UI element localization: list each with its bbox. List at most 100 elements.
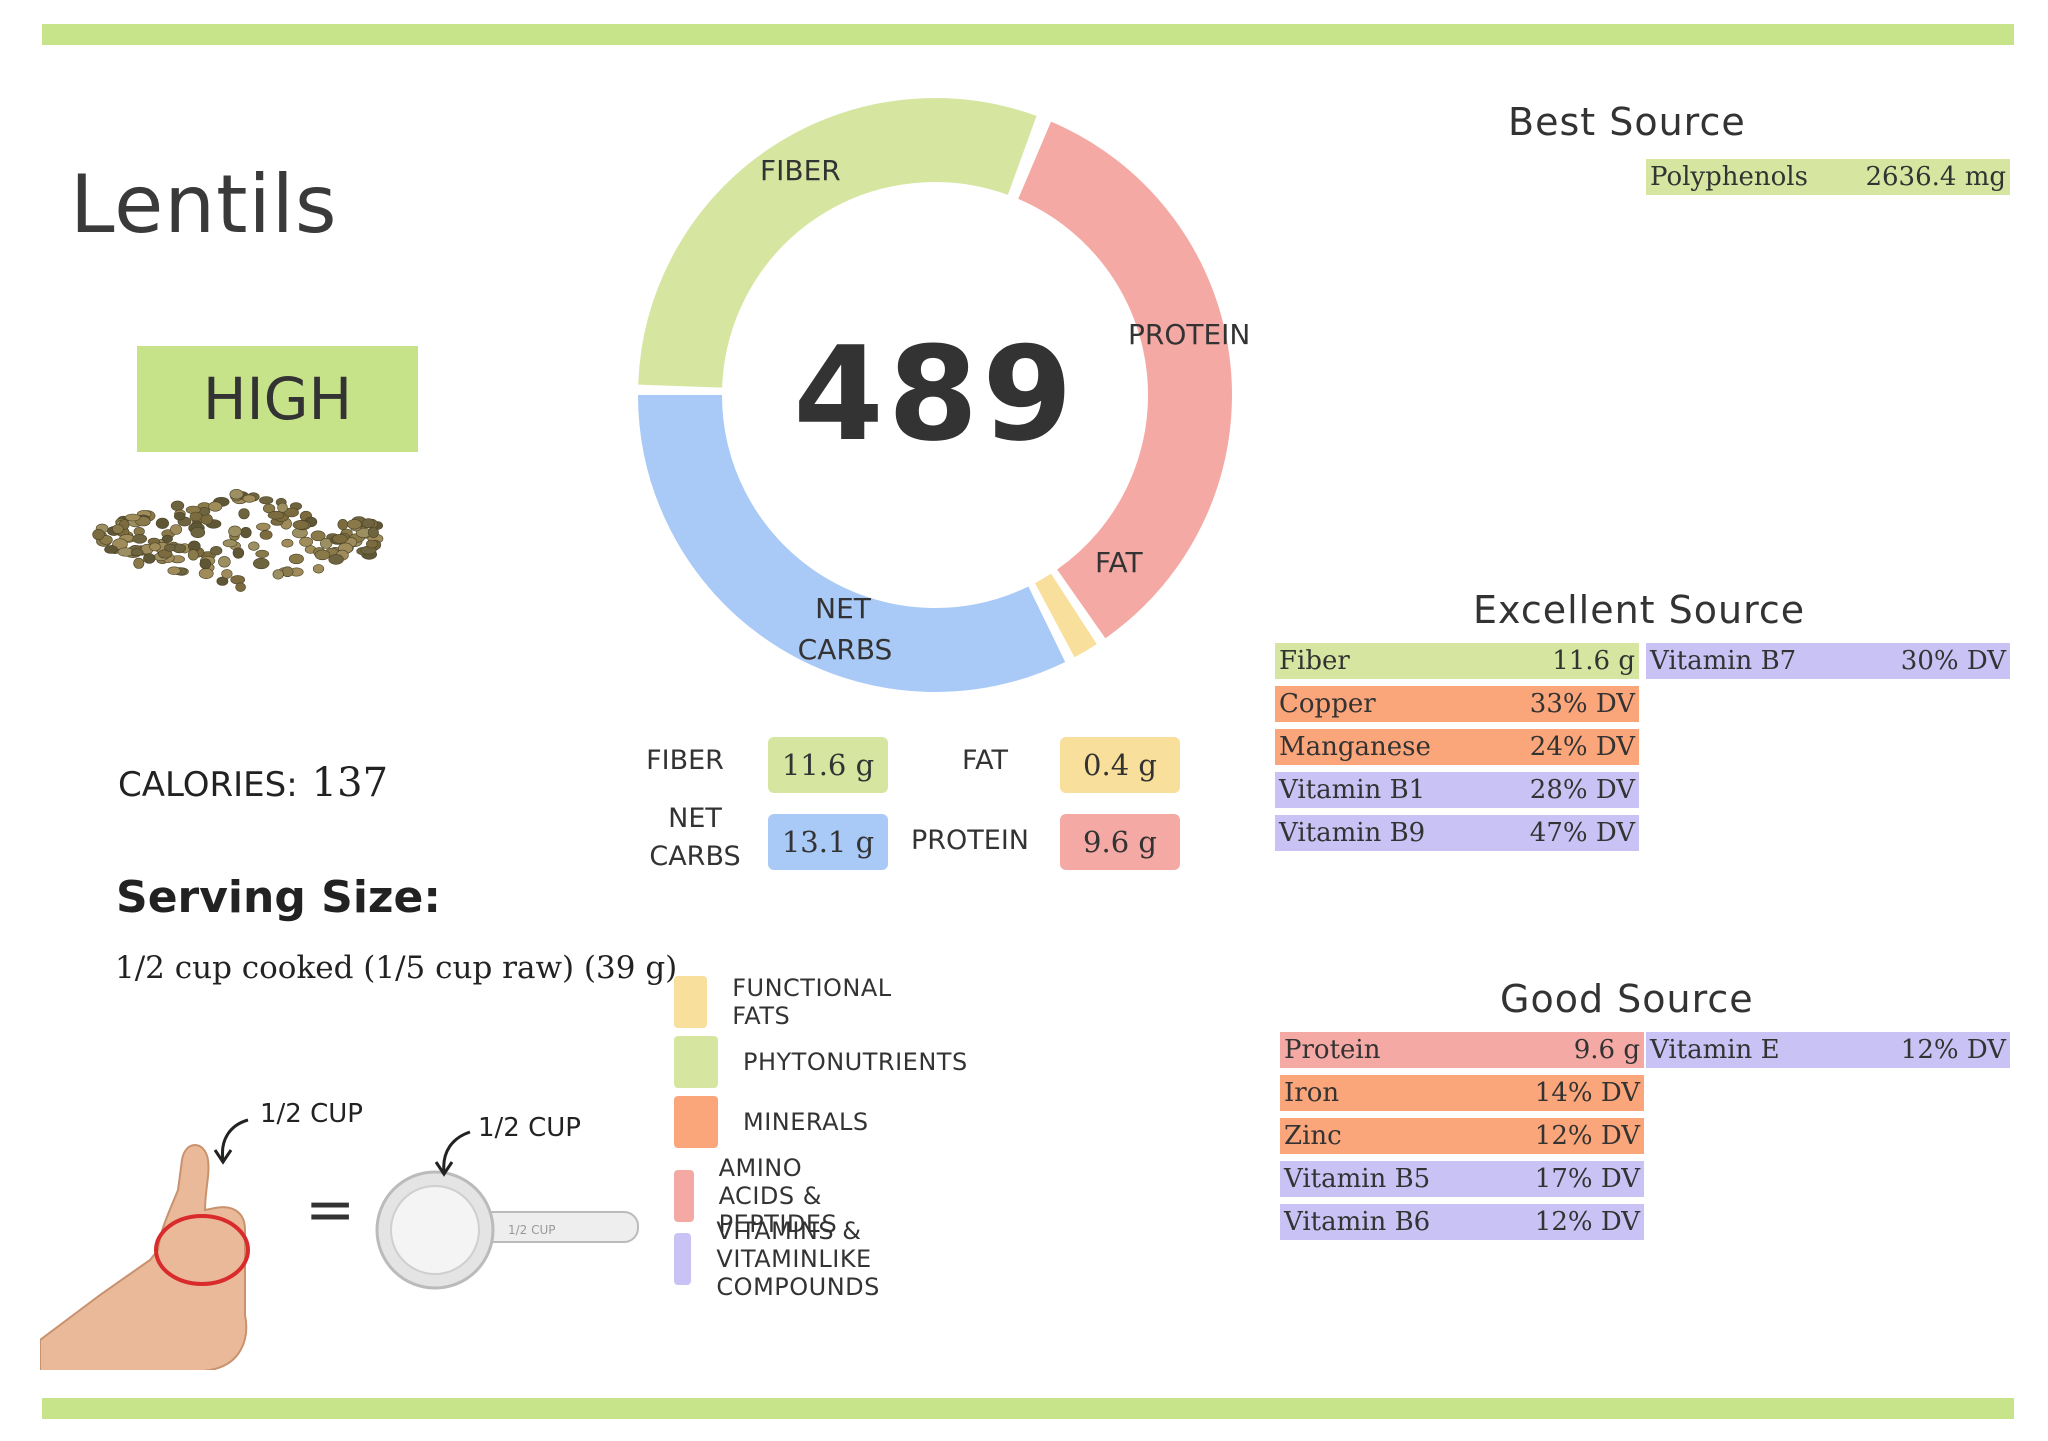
legend-swatch [674, 976, 708, 1028]
macro-fiber-value: 11.6 g [768, 737, 888, 793]
legend-swatch [674, 1170, 694, 1222]
source-row: Vitamin B9 47% DV [1275, 815, 1639, 851]
excellent-source-list-right: Vitamin B7 30% DV [1646, 643, 2010, 686]
serving-size-text: 1/2 cup cooked (1/5 cup raw) (39 g) [115, 950, 678, 986]
source-row-name: Vitamin B5 [1284, 1164, 1431, 1194]
macro-donut-chart [638, 98, 1232, 692]
nutrient-score: 489 [793, 318, 1077, 470]
calories: CALORIES: 137 [118, 760, 388, 806]
cup-handle-text: 1/2 CUP [508, 1223, 556, 1237]
donut-label-protein: PROTEIN [1128, 318, 1251, 351]
source-row-name: Vitamin E [1650, 1035, 1780, 1065]
source-row-name: Polyphenols [1650, 162, 1808, 192]
source-row: Zinc 12% DV [1280, 1118, 1644, 1154]
legend-swatch [674, 1233, 692, 1285]
source-row-value: 47% DV [1529, 818, 1635, 848]
best-source-heading: Best Source [1508, 100, 1746, 144]
source-row: Iron 14% DV [1280, 1075, 1644, 1111]
legend-label: VITAMINS & VITAMINLIKE COMPOUNDS [716, 1217, 880, 1301]
excellent-source-heading: Excellent Source [1473, 588, 1806, 632]
macro-fat-label: FAT [962, 745, 1008, 776]
source-row-value: 28% DV [1529, 775, 1635, 805]
source-row-name: Vitamin B1 [1279, 775, 1426, 805]
good-source-list-left: Protein 9.6 g Iron 14% DV Zinc 12% DV Vitamin … [1280, 1032, 1644, 1247]
legend-item: PHYTONUTRIENTS [674, 1036, 968, 1088]
donut-segment-fat [1034, 573, 1097, 658]
source-row: Copper 33% DV [1275, 686, 1639, 722]
legend-label: MINERALS [743, 1108, 869, 1136]
source-row: Vitamin B5 17% DV [1280, 1161, 1644, 1197]
legend-label: PHYTONUTRIENTS [743, 1048, 968, 1076]
source-row-name: Vitamin B7 [1650, 646, 1797, 676]
hand-cup-label: 1/2 CUP [260, 1099, 363, 1129]
source-row: Fiber 11.6 g [1275, 643, 1639, 679]
serving-size-heading: Serving Size: [116, 872, 441, 923]
cup-arrow-icon [442, 1130, 471, 1173]
donut-label-carbs: CARBS [797, 633, 893, 666]
source-row-value: 30% DV [1900, 646, 2006, 676]
hand-arrow-icon [220, 1118, 249, 1161]
source-row-name: Iron [1284, 1078, 1340, 1108]
source-row-value: 24% DV [1529, 732, 1635, 762]
rating-badge: HIGH [137, 346, 418, 452]
source-row-value: 11.6 g [1552, 646, 1635, 676]
good-source-heading: Good Source [1500, 977, 1754, 1021]
macro-net-carbs-value: 13.1 g [768, 814, 888, 870]
donut-label-fat: FAT [1095, 546, 1143, 579]
legend-item: AMINO ACIDS & PEPTIDES [674, 1154, 862, 1238]
source-row-value: 12% DV [1534, 1207, 1640, 1237]
cup-label: 1/2 CUP [478, 1113, 581, 1143]
donut-segment-fiber [638, 98, 1037, 389]
calories-label: CALORIES: [118, 765, 298, 805]
source-row-name: Vitamin B9 [1279, 818, 1426, 848]
hand-icon [40, 1144, 250, 1370]
source-row: Vitamin B6 12% DV [1280, 1204, 1644, 1240]
source-row-value: 12% DV [1900, 1035, 2006, 1065]
source-row: Manganese 24% DV [1275, 729, 1639, 765]
donut-label-net: NET [815, 592, 871, 625]
source-row-value: 17% DV [1534, 1164, 1640, 1194]
source-row: Polyphenols 2636.4 mg [1646, 159, 2010, 195]
source-row-value: 14% DV [1534, 1078, 1640, 1108]
donut-segment-net-carbs [638, 394, 1066, 692]
legend-label: AMINO ACIDS & PEPTIDES [718, 1154, 838, 1238]
macro-fiber-label: FIBER [646, 745, 724, 776]
macro-net-carbs-label: NET CARBS [649, 803, 741, 872]
source-row: Vitamin B7 30% DV [1646, 643, 2010, 679]
calories-value: 137 [311, 760, 389, 806]
source-row-value: 33% DV [1529, 689, 1635, 719]
source-row: Protein 9.6 g [1280, 1032, 1644, 1068]
source-row-value: 2636.4 mg [1865, 162, 2006, 192]
source-row: Vitamin E 12% DV [1646, 1032, 2010, 1068]
source-row-name: Fiber [1279, 646, 1350, 676]
legend-label: FUNCTIONAL FATS [732, 974, 892, 1030]
bottom-divider-bar [42, 1398, 2014, 1419]
source-row-value: 12% DV [1534, 1121, 1640, 1151]
legend-swatch [674, 1096, 718, 1148]
measuring-cup-icon: 1/2 CUP [375, 1170, 639, 1290]
equals-sign: = [305, 1175, 355, 1245]
excellent-source-list-left: Fiber 11.6 g Copper 33% DV Manganese 24% DV Vi… [1275, 643, 1639, 858]
macro-protein-label: PROTEIN [910, 825, 1029, 856]
good-source-list-right: Vitamin E 12% DV [1646, 1032, 2010, 1075]
legend-item: VITAMINS & VITAMINLIKE COMPOUNDS [674, 1217, 906, 1301]
lentils-image [92, 488, 384, 592]
top-divider-bar [42, 24, 2014, 45]
source-row-name: Protein [1284, 1035, 1381, 1065]
source-row-value: 9.6 g [1573, 1035, 1640, 1065]
source-row: Vitamin B1 28% DV [1275, 772, 1639, 808]
donut-label-fiber: FIBER [760, 154, 841, 187]
source-row-name: Manganese [1279, 732, 1431, 762]
macro-protein-value: 9.6 g [1060, 814, 1180, 870]
legend-item: MINERALS [674, 1096, 869, 1148]
macro-fat-value: 0.4 g [1060, 737, 1180, 793]
source-row-name: Vitamin B6 [1284, 1207, 1431, 1237]
best-source-list: Polyphenols 2636.4 mg [1646, 159, 2010, 202]
legend-swatch [674, 1036, 718, 1088]
serving-illustration: 1/2 CUP = 1/2 CUP 1/2 CUP [40, 1099, 639, 1370]
food-title: Lentils [70, 158, 338, 251]
source-row-name: Copper [1279, 689, 1376, 719]
legend-item: FUNCTIONAL FATS [674, 974, 902, 1030]
source-row-name: Zinc [1284, 1121, 1342, 1151]
donut-segment-protein [1017, 121, 1232, 639]
